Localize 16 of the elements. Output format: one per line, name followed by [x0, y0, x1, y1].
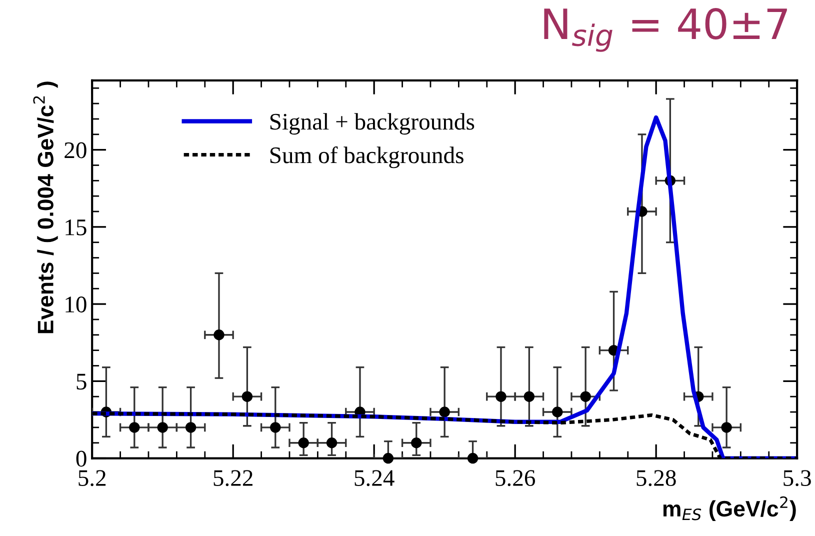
- y-tick-label: 5: [76, 374, 86, 390]
- x-tick-label: 5.24: [354, 470, 394, 486]
- y-axis-title: Events / ( 0.004 GeV/c$^{2}$ ): [33, 82, 58, 334]
- x-tick-label: 5.26: [496, 470, 536, 486]
- text: N$_{sig}$ = 40±7: [544, 8, 787, 52]
- x-tick-label: 5.22: [214, 470, 252, 486]
- legend-label: Signal + backgrounds: [270, 113, 474, 135]
- y-tick-label: 0: [76, 450, 86, 467]
- y-tick-label: 10: [66, 296, 86, 312]
- y-tick-label: 20: [64, 142, 86, 158]
- x-axis-title: m$_{ES}$ (GeV/c$^{2}$): [663, 496, 796, 522]
- x-tick-label: 5.28: [636, 470, 676, 486]
- legend-label: Sum of backgrounds: [270, 146, 464, 168]
- x-tick-label: 5.3: [784, 470, 811, 486]
- y-tick-label: 15: [66, 220, 86, 236]
- x-tick-label: 5.2: [78, 470, 106, 486]
